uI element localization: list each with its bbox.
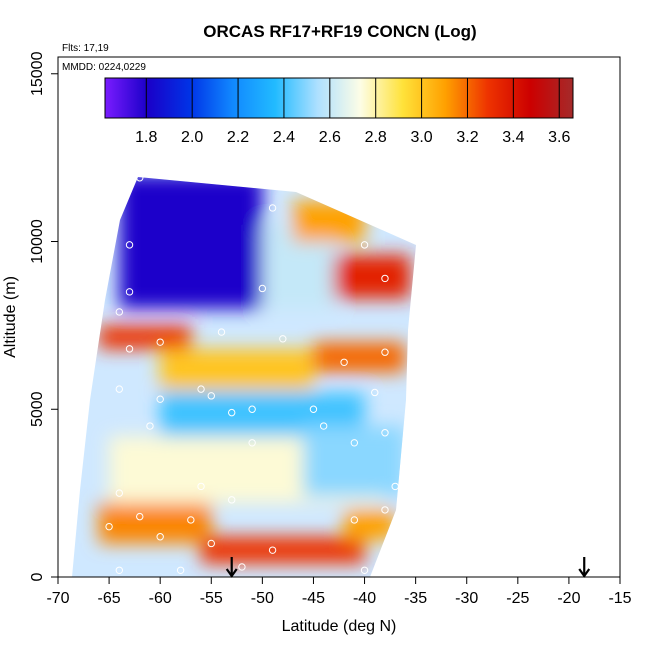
sample-point [228,408,236,417]
colorbar-tick-labels: 1.8 2.0 2.2 2.4 2.6 2.8 3.0 3.2 3.4 3.6 [135,129,570,146]
colorbar-gradient [105,78,573,118]
y-tick-label: 5000 [29,391,46,427]
sample-point [125,241,134,249]
y-tick-label: 15000 [29,51,46,96]
sample-point [115,385,124,393]
flights-annotation: Flts: 17,19 [62,43,109,54]
sample-point [381,348,389,356]
sample-point [136,512,144,521]
dates-annotation: MMDD: 0224,0229 [62,62,146,73]
x-tick-label: -30 [455,590,478,607]
sample-point [279,335,287,343]
arrow-marker [225,557,238,578]
sample-point [340,358,348,366]
sample-point [217,328,226,336]
sample-point [350,439,359,447]
x-axis-label: Latitude (deg N) [282,618,397,635]
sample-point [371,388,379,397]
sample-point [381,429,389,437]
sample-point [238,563,246,571]
heatmap-field [72,177,416,577]
sample-point [228,496,236,504]
sample-point [268,204,277,212]
colorbar-tick-label: 2.2 [227,129,249,146]
x-tick-label: -20 [557,590,580,607]
colorbar-tick-lines [145,78,560,118]
y-axis-label: Altitude (m) [2,276,19,358]
heatmap-cell [333,254,411,299]
colorbar-tick-label: 1.8 [135,129,157,146]
sample-point [248,174,256,182]
heatmap-cell [313,342,406,373]
heatmap-cell [160,348,314,390]
x-tick-label: -45 [302,590,325,607]
sample-point [156,533,164,541]
sample-point [197,482,205,491]
sample-point [381,506,389,514]
x-axis: -70 -65 -60 -55 -50 -45 -40 -35 -30 -25 -20 -15 [46,577,632,607]
heatmap-cell [293,201,365,242]
sample-point [350,516,359,524]
colorbar-tick-label: 2.0 [181,129,203,146]
sample-point [115,308,124,316]
sample-point [187,516,195,524]
colorbar-tick-label: 2.8 [365,129,387,146]
heatmap-cell [98,325,191,349]
heatmap-cell [201,536,365,564]
sample-point [156,338,164,346]
sample-point [125,345,134,353]
plot-frame [57,56,621,578]
sample-point [360,566,369,574]
sample-points [105,174,399,574]
heatmap-cell [344,509,396,541]
x-tick-label: -55 [200,590,223,607]
sample-point [105,522,113,531]
sample-point [136,174,144,182]
colorbar-tick-label: 3.4 [502,129,524,146]
x-tick-label: -15 [608,590,631,607]
sample-point [391,482,399,491]
sample-point [176,566,185,574]
colorbar-tick-label: 3.6 [548,129,570,146]
sample-point [258,284,267,293]
sample-point [248,405,256,413]
x-tick-label: -40 [353,590,376,607]
y-tick-label: 10000 [29,219,46,264]
sample-point [156,395,164,403]
arrow-markers [225,557,591,578]
sample-point [115,566,124,574]
heatmap-cell [119,177,263,309]
sample-point [248,439,256,447]
x-tick-label: -60 [149,590,172,607]
colorbar-tick-label: 3.0 [410,129,432,146]
sample-point [309,405,318,413]
arrow-marker [578,557,591,578]
y-tick-label: 0 [29,572,46,581]
chart-title: ORCAS RF17+RF19 CONCN (Log) [203,22,476,41]
y-axis: 0 5000 10000 15000 [29,51,58,581]
colorbar-frame [104,77,574,119]
sample-point [197,385,205,393]
x-tick-label: -70 [46,590,69,607]
x-tick-label: -35 [404,590,427,607]
sample-point [319,422,328,430]
x-tick-label: -50 [251,590,274,607]
colorbar-tick-label: 3.2 [456,129,478,146]
sample-point [125,288,134,296]
sample-point [115,489,124,497]
sample-point [360,241,369,249]
x-tick-label: -25 [506,590,529,607]
colorbar-tick-label: 2.6 [319,129,341,146]
sample-point [207,392,215,400]
sample-point [146,422,154,430]
sample-point [207,539,215,548]
heatmap-cell [303,426,406,497]
colorbar: 1.8 2.0 2.2 2.4 2.6 2.8 3.0 3.2 3.4 3.6 [104,77,574,146]
sample-point [381,274,389,283]
x-tick-label: -65 [98,590,121,607]
colorbar-tick-label: 2.4 [273,129,295,146]
heatmap-cell [98,503,212,544]
sample-point [268,546,277,554]
